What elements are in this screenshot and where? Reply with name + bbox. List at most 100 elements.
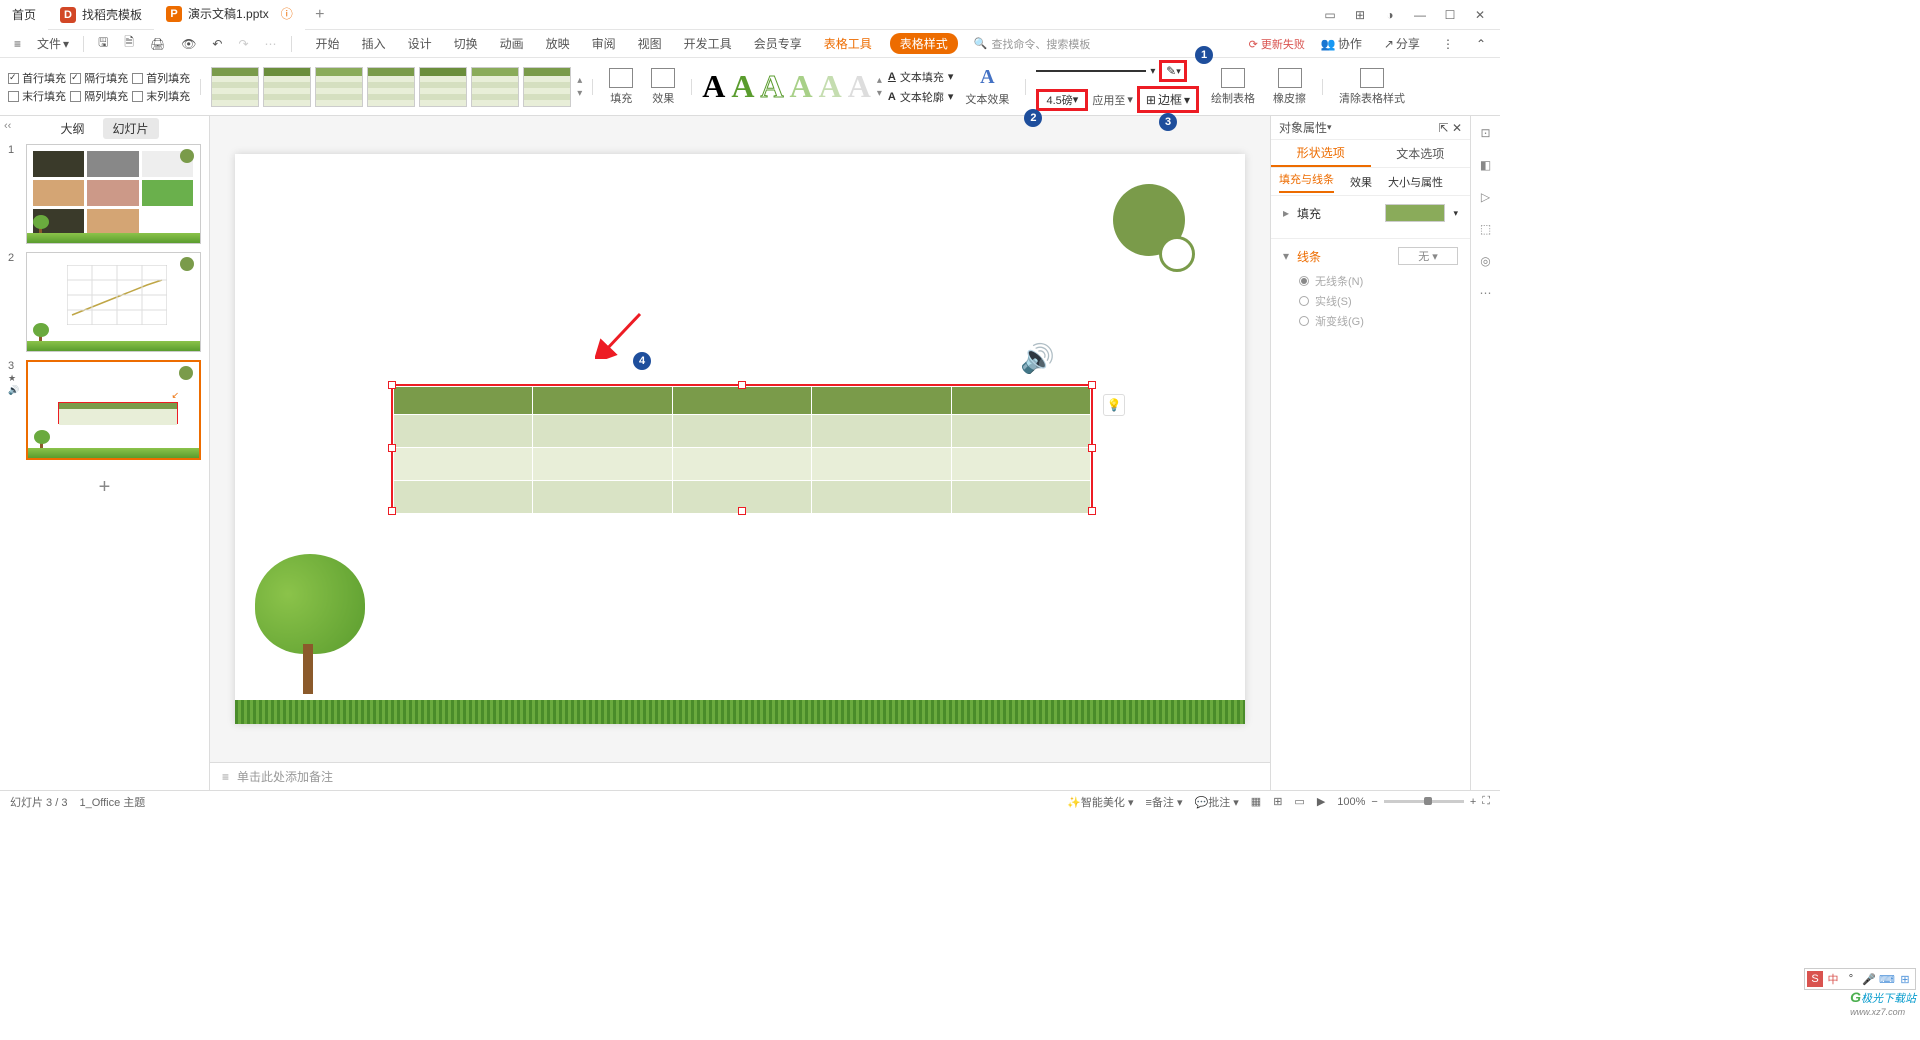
thumb-1[interactable] <box>26 144 201 244</box>
rp-sub-fill[interactable]: 填充与线条 <box>1279 171 1334 193</box>
sicon-settings[interactable]: ⊡ <box>1477 124 1495 142</box>
menu-review[interactable]: 审阅 <box>588 33 620 54</box>
chk-alt-row[interactable]: 隔行填充 <box>70 70 128 86</box>
table-style-2[interactable] <box>263 67 311 107</box>
menu-dev[interactable]: 开发工具 <box>680 33 736 54</box>
table-style-7[interactable] <box>523 67 571 107</box>
sicon-location[interactable]: ◎ <box>1477 252 1495 270</box>
effect-button[interactable]: 效果 <box>645 68 681 106</box>
border-width-dropdown[interactable]: 4.5磅 ▾ <box>1036 89 1088 111</box>
thumb-3[interactable]: ↙ <box>26 360 201 460</box>
view-slideshow[interactable]: ▶ <box>1317 795 1325 808</box>
add-slide[interactable]: + <box>8 468 201 507</box>
print-icon[interactable]: 🖨 <box>144 35 171 53</box>
eraser-button[interactable]: 橡皮擦 <box>1267 68 1312 106</box>
fill-color-swatch[interactable] <box>1385 204 1445 222</box>
zoom-fit[interactable]: ⛶ <box>1482 795 1490 808</box>
user-icon[interactable]: ◑ <box>1378 3 1402 27</box>
zoom-in[interactable]: + <box>1470 796 1476 808</box>
radio-solid[interactable]: 实线(S) <box>1299 293 1458 309</box>
table-style-4[interactable] <box>367 67 415 107</box>
status-comments[interactable]: 💬批注 ▾ <box>1195 794 1239 810</box>
menu-insert[interactable]: 插入 <box>358 33 390 54</box>
zoom-slider[interactable] <box>1384 800 1464 803</box>
tab-add[interactable]: + <box>305 6 335 24</box>
text-fill-button[interactable]: A 文本填充 ▾ <box>888 69 953 85</box>
rp-fill-header[interactable]: ▸填充▾ <box>1283 204 1458 222</box>
menu-slideshow[interactable]: 放映 <box>542 33 574 54</box>
saveas-icon[interactable]: 🗎 <box>118 31 140 56</box>
menu-design[interactable]: 设计 <box>404 33 436 54</box>
smart-tag[interactable]: 💡 <box>1103 394 1125 416</box>
minimize-button[interactable]: — <box>1408 3 1432 27</box>
wordart-2[interactable]: A <box>731 68 754 105</box>
save-icon[interactable]: 🖫 <box>92 31 114 56</box>
search-box[interactable]: 🔍 查找命令、搜索模板 <box>974 36 1091 52</box>
menu-tabletool[interactable]: 表格工具 <box>820 33 876 54</box>
text-outline-button[interactable]: A 文本轮廓 ▾ <box>888 89 953 105</box>
view-reading[interactable]: ▭ <box>1294 795 1304 808</box>
view-normal[interactable]: ▦ <box>1251 795 1261 808</box>
border-line-style[interactable] <box>1036 70 1146 72</box>
clear-style-button[interactable]: 清除表格样式 <box>1333 68 1411 106</box>
menu-icon[interactable]: ≡ <box>8 35 27 53</box>
ime-bar[interactable]: S中°🎤⌨⊞ <box>1804 968 1916 990</box>
more-qat[interactable]: ⋯ <box>259 35 283 53</box>
rp-line-header[interactable]: ▾线条无 ▾ <box>1283 247 1458 265</box>
gallery-scroll[interactable]: ▴▾ <box>577 75 582 99</box>
maximize-button[interactable]: ☐ <box>1438 3 1462 27</box>
wordart-5[interactable]: A <box>819 68 842 105</box>
collapse-ribbon[interactable]: ⌃ <box>1470 35 1492 53</box>
rp-tab-shape[interactable]: 形状选项 <box>1271 140 1371 167</box>
rp-close[interactable]: ✕ <box>1452 121 1462 135</box>
sicon-style[interactable]: ◧ <box>1477 156 1495 174</box>
share-button[interactable]: ↗ 分享 <box>1378 33 1426 54</box>
apps-icon[interactable]: ⊞ <box>1348 3 1372 27</box>
tab-outline[interactable]: 大纲 <box>50 118 94 139</box>
menu-member[interactable]: 会员专享 <box>750 33 806 54</box>
chk-first-col[interactable]: 首列填充 <box>132 70 190 86</box>
file-menu[interactable]: 文件 ▾ <box>31 33 75 54</box>
wordart-scroll[interactable]: ▴▾ <box>877 75 882 99</box>
undo-icon[interactable]: ↶ <box>206 35 228 53</box>
chk-last-col[interactable]: 末列填充 <box>132 88 190 104</box>
collapse-panel[interactable]: ‹‹ <box>4 120 11 132</box>
selected-table[interactable] <box>391 384 1093 512</box>
table-style-5[interactable] <box>419 67 467 107</box>
notes-bar[interactable]: ≡ 单击此处添加备注 <box>210 762 1270 790</box>
tab-slides[interactable]: 幻灯片 <box>103 118 159 139</box>
zoom-control[interactable]: 100% − + ⛶ <box>1337 795 1490 808</box>
wordart-4[interactable]: A <box>790 68 813 105</box>
slide-canvas[interactable]: 🔊 4 <box>235 154 1245 724</box>
table-style-3[interactable] <box>315 67 363 107</box>
draw-table-button[interactable]: 绘制表格 <box>1205 68 1261 106</box>
rp-tab-text[interactable]: 文本选项 <box>1371 140 1471 167</box>
collab-button[interactable]: 👥 协作 <box>1315 33 1368 54</box>
close-button[interactable]: ✕ <box>1468 3 1492 27</box>
table-style-6[interactable] <box>471 67 519 107</box>
fill-button[interactable]: 填充 <box>603 68 639 106</box>
border-color-button[interactable]: ✎▾ <box>1159 60 1187 82</box>
layout-icon[interactable]: ▭ <box>1318 3 1342 27</box>
tab-document[interactable]: P演示文稿1.pptxⓘ <box>154 0 305 30</box>
rp-sub-effect[interactable]: 效果 <box>1350 174 1372 190</box>
line-type-select[interactable]: 无 ▾ <box>1398 247 1458 265</box>
rp-sub-size[interactable]: 大小与属性 <box>1388 174 1443 190</box>
border-button[interactable]: ⊞边框▾ <box>1137 86 1199 113</box>
data-table[interactable] <box>393 386 1091 514</box>
menu-transition[interactable]: 切换 <box>450 33 482 54</box>
chk-last-row[interactable]: 末行填充 <box>8 88 66 104</box>
rp-pin[interactable]: ⇱ <box>1439 121 1449 135</box>
wordart-6[interactable]: A <box>848 68 871 105</box>
wordart-1[interactable]: A <box>702 68 725 105</box>
sicon-anim[interactable]: ▷ <box>1477 188 1495 206</box>
table-style-1[interactable] <box>211 67 259 107</box>
sicon-more[interactable]: ⋯ <box>1477 284 1495 302</box>
chk-first-row[interactable]: 首行填充 <box>8 70 66 86</box>
status-beautify[interactable]: ✨智能美化 ▾ <box>1067 794 1133 810</box>
tab-templates[interactable]: D找稻壳模板 <box>48 0 154 30</box>
apply-to-button[interactable]: 应用至▾ <box>1092 92 1133 108</box>
radio-gradient[interactable]: 渐变线(G) <box>1299 313 1458 329</box>
redo-icon[interactable]: ↷ <box>232 35 254 53</box>
sicon-select[interactable]: ⬚ <box>1477 220 1495 238</box>
